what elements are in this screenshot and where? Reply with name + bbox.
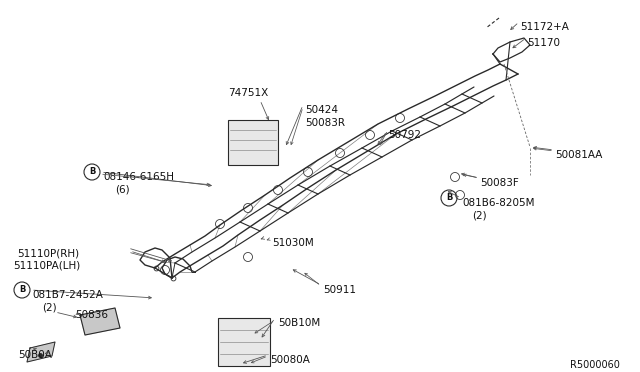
Polygon shape [80, 308, 120, 335]
Text: 081B6-8205M: 081B6-8205M [462, 198, 534, 208]
Text: 08146-6165H: 08146-6165H [103, 172, 174, 182]
Bar [228, 120, 278, 165]
Polygon shape [27, 342, 55, 362]
Text: 50836: 50836 [75, 310, 108, 320]
Text: 74751X: 74751X [228, 88, 268, 98]
Text: R5000060: R5000060 [570, 360, 620, 370]
Text: B: B [446, 193, 452, 202]
Text: 50792: 50792 [388, 130, 421, 140]
Text: 51030M: 51030M [272, 238, 314, 248]
Text: B: B [19, 285, 25, 295]
Text: (2): (2) [42, 303, 56, 313]
Text: 50911: 50911 [323, 285, 356, 295]
Text: 081B7-2452A: 081B7-2452A [32, 290, 103, 300]
Bar [218, 318, 270, 366]
Text: 50083R: 50083R [305, 118, 345, 128]
Text: B: B [89, 167, 95, 176]
Text: 50424: 50424 [305, 105, 338, 115]
Text: 51110PA(LH): 51110PA(LH) [13, 261, 80, 271]
Text: 50080A: 50080A [270, 355, 310, 365]
Text: (6): (6) [115, 185, 130, 195]
Text: (2): (2) [472, 211, 486, 221]
Text: 51172+A: 51172+A [520, 22, 569, 32]
Text: 50B0A: 50B0A [18, 350, 52, 360]
Text: 51170: 51170 [527, 38, 560, 48]
Text: 51110P(RH): 51110P(RH) [17, 248, 79, 258]
Text: 50083F: 50083F [480, 178, 519, 188]
Text: 50081AA: 50081AA [555, 150, 602, 160]
Text: 50B10M: 50B10M [278, 318, 320, 328]
